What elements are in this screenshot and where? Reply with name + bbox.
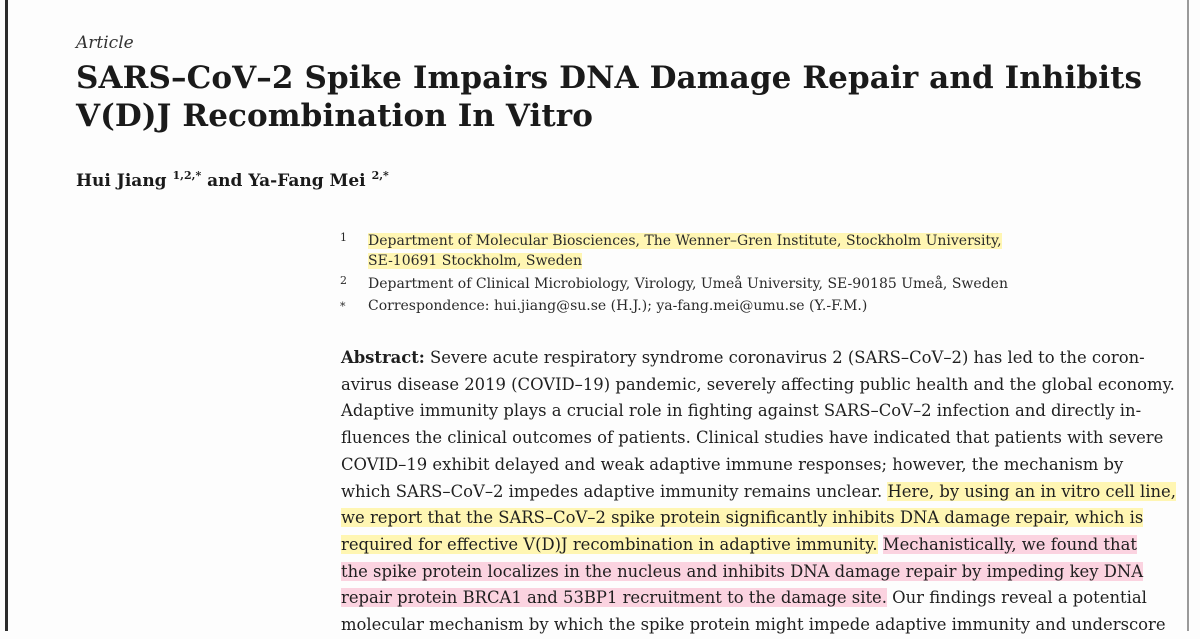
affiliation-mark: 1 [340,231,347,244]
article-type-label: Article [76,33,134,53]
author-affiliation-marks: 1,2,* [172,169,202,182]
abstract-text: which SARS–CoV–2 impedes adaptive immuni… [341,481,888,501]
page-frame-left-edge [5,0,8,631]
abstract-line: avirus disease 2019 (COVID–19) pandemic,… [341,372,1175,399]
highlight-yellow: we report that the SARS–CoV–2 spike prot… [341,508,1144,528]
page-frame-right-edge [1187,0,1189,631]
abstract-line: fluences the clinical outcomes of patien… [341,425,1163,452]
author-name: Hui Jiang [76,171,167,191]
highlight-pink: Mechanistically, we found that [882,534,1137,554]
correspondence-mark: * [340,300,346,313]
abstract-line: repair protein BRCA1 and 53BP1 recruitme… [341,585,1147,612]
abstract-line: COVID–19 exhibit delayed and weak adapti… [341,452,1141,479]
affiliation-text: Department of Clinical Microbiology, Vir… [368,274,1068,294]
abstract-line: we report that the SARS–CoV–2 spike prot… [341,505,1144,532]
highlight-yellow: required for effective V(D)J recombinati… [341,534,878,554]
correspondence-text: Correspondence: hui.jiang@su.se (H.J.); … [368,296,1068,316]
abstract-text: COVID–19 exhibit delayed and weak adapti… [341,454,1124,474]
abstract-line: Adaptive immunity plays a crucial role i… [341,398,1141,425]
title-line: SARS–CoV–2 Spike Impairs DNA Damage Repa… [76,60,1143,96]
abstract-text: avirus disease 2019 (COVID–19) pandemic,… [341,374,1175,394]
highlight-pink: the spike protein localizes in the nucle… [341,561,1144,581]
abstract-text: Adaptive immunity plays a crucial role i… [341,401,1142,421]
affiliation-mark: 2 [340,274,347,287]
abstract-text [878,535,883,554]
abstract-label: Abstract: [341,348,425,367]
abstract-line: the spike protein localizes in the nucle… [341,559,1144,586]
affiliation-text: Department of Molecular Biosciences, The… [368,231,1068,271]
author-connector: and [207,171,243,191]
highlight-pink: repair protein BRCA1 and 53BP1 recruitme… [341,588,887,608]
abstract-line: molecular mechanism by which the spike p… [341,612,1166,639]
abstract-text: molecular mechanism by which the spike p… [341,615,1166,635]
paper-title: SARS–CoV–2 Spike Impairs DNA Damage Repa… [76,59,1156,135]
title-line: V(D)J Recombination In Vitro [76,98,593,134]
author-list: Hui Jiang 1,2,* and Ya-Fang Mei 2,* [76,169,389,191]
author-name: Ya-Fang Mei [248,171,366,191]
abstract-line: which SARS–CoV–2 impedes adaptive immuni… [341,479,1176,506]
correspondence-line: Correspondence: hui.jiang@su.se (H.J.); … [368,298,868,314]
author-affiliation-marks: 2,* [371,169,389,182]
abstract-body: Abstract: Severe acute respiratory syndr… [341,345,1176,639]
affiliation-line: Department of Molecular Biosciences, The… [368,233,1002,249]
highlight-yellow: Here, by using an in vitro cell line, [887,481,1176,501]
affiliation-line: Department of Clinical Microbiology, Vir… [368,276,1008,292]
abstract-line: required for effective V(D)J recombinati… [341,532,1141,559]
abstract-text: Severe acute respiratory syndrome corona… [424,348,1145,367]
abstract-line: Abstract: Severe acute respiratory syndr… [341,345,1145,372]
abstract-text: fluences the clinical outcomes of patien… [341,428,1164,448]
affiliation-line: SE-10691 Stockholm, Sweden [368,253,582,269]
abstract-text: Our findings reveal a potential [886,588,1147,608]
